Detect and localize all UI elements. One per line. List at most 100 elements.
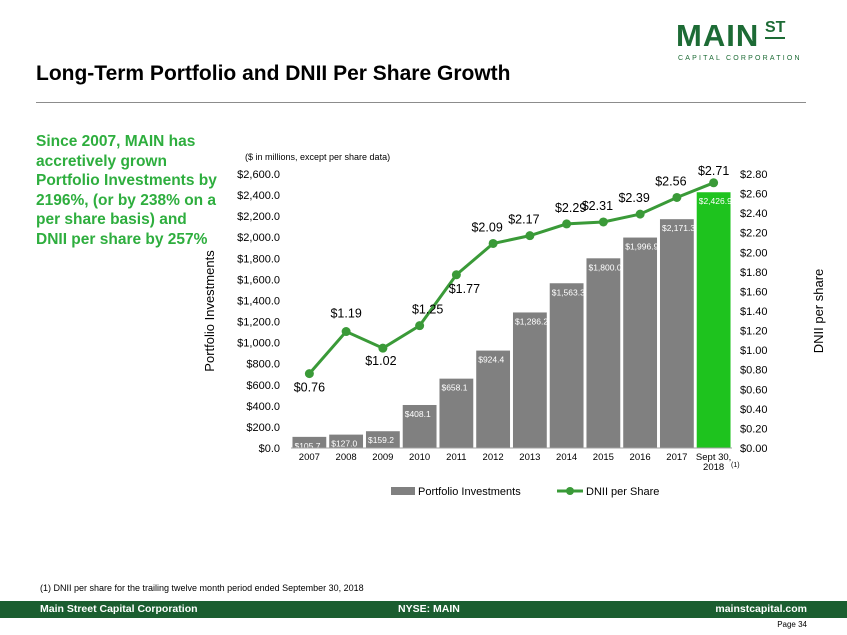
right-axis-tick: $1.00 bbox=[740, 345, 768, 357]
x-axis-tick: 2007 bbox=[299, 452, 320, 463]
right-axis-tick: $2.20 bbox=[740, 228, 768, 240]
footnote: (1) DNII per share for the trailing twel… bbox=[40, 583, 364, 593]
right-axis-tick: $1.20 bbox=[740, 326, 768, 338]
chart-subtitle: ($ in millions, except per share data) bbox=[245, 152, 390, 162]
legend-swatch-bars bbox=[391, 487, 415, 495]
bar-portfolio-investments bbox=[476, 350, 511, 448]
legend-label-bars: Portfolio Investments bbox=[418, 486, 521, 498]
bar-portfolio-investments bbox=[329, 434, 364, 448]
title-divider bbox=[36, 102, 806, 103]
line-value-label: $2.09 bbox=[471, 220, 502, 234]
bar-value-label: $1,286.2 bbox=[515, 316, 548, 326]
page-number: Page 34 bbox=[777, 620, 807, 629]
right-axis-tick: $0.40 bbox=[740, 404, 768, 416]
line-point-dnii bbox=[378, 343, 388, 353]
line-point-dnii bbox=[304, 369, 314, 379]
line-value-label: $2.56 bbox=[655, 174, 686, 188]
logo-subtitle: CAPITAL CORPORATION bbox=[678, 55, 802, 62]
line-value-label: $1.77 bbox=[449, 282, 480, 296]
bar-portfolio-investments bbox=[292, 436, 327, 448]
logo-st-text: ST bbox=[765, 20, 786, 39]
left-axis-tick: $2,600.0 bbox=[237, 169, 280, 181]
bar-portfolio-investments bbox=[659, 219, 694, 448]
legend-marker-line bbox=[566, 487, 574, 495]
bar-portfolio-investments bbox=[402, 404, 437, 448]
left-axis-tick: $2,200.0 bbox=[237, 211, 280, 223]
line-value-label: $2.31 bbox=[582, 199, 613, 213]
highlight-text: Since 2007, MAIN has accretively grown P… bbox=[36, 133, 217, 248]
line-point-dnii bbox=[709, 178, 719, 188]
bar-portfolio-investments bbox=[623, 237, 658, 448]
x-axis-note: (1) bbox=[731, 462, 740, 469]
line-point-dnii bbox=[488, 238, 498, 248]
x-axis-tick: 2017 bbox=[666, 452, 687, 463]
line-point-dnii bbox=[451, 270, 461, 280]
x-axis-tick: 2013 bbox=[519, 452, 540, 463]
footer-ticker: NYSE: MAIN bbox=[398, 603, 460, 615]
line-point-dnii bbox=[635, 209, 645, 219]
right-axis-tick: $1.40 bbox=[740, 306, 768, 318]
line-point-dnii bbox=[415, 321, 425, 331]
bar-value-label: $159.2 bbox=[368, 435, 394, 445]
right-axis-tick: $0.20 bbox=[740, 423, 768, 435]
x-axis-tick: 2016 bbox=[630, 452, 651, 463]
right-axis-tick: $2.00 bbox=[740, 247, 768, 259]
bar-value-label: $1,800.0 bbox=[588, 262, 621, 272]
left-axis-tick: $1,200.0 bbox=[237, 317, 280, 329]
line-value-label: $1.02 bbox=[365, 354, 396, 368]
footer-company: Main Street Capital Corporation bbox=[40, 603, 198, 615]
right-axis-tick: $2.60 bbox=[740, 189, 768, 201]
left-axis-tick: $1,800.0 bbox=[237, 253, 280, 265]
right-axis-tick: $0.60 bbox=[740, 384, 768, 396]
bar-portfolio-investments bbox=[439, 378, 474, 448]
line-value-label: $1.25 bbox=[412, 303, 443, 317]
left-axis-tick: $400.0 bbox=[246, 401, 280, 413]
x-axis-tick: 2011 bbox=[446, 452, 466, 463]
x-axis-tick: Sept 30, bbox=[696, 452, 731, 463]
left-axis-tick: $0.0 bbox=[259, 443, 280, 455]
line-point-dnii bbox=[598, 217, 608, 227]
bar-value-label: $2,426.9 bbox=[699, 196, 732, 206]
bar-portfolio-investments bbox=[549, 283, 584, 448]
left-axis-tick: $1,000.0 bbox=[237, 338, 280, 350]
left-axis-tick: $600.0 bbox=[246, 380, 280, 392]
right-axis-tick: $0.00 bbox=[740, 443, 768, 455]
right-axis-tick: $1.80 bbox=[740, 267, 768, 279]
line-point-dnii bbox=[562, 219, 572, 229]
footer-website: mainstcapital.com bbox=[715, 603, 807, 615]
line-value-label: $0.76 bbox=[294, 381, 325, 395]
bar-value-label: $408.1 bbox=[405, 409, 431, 419]
logo-main-text: MAIN bbox=[676, 18, 760, 53]
line-dnii-per-share bbox=[308, 181, 715, 375]
x-axis-tick: 2010 bbox=[409, 452, 430, 463]
bar-portfolio-investments bbox=[696, 192, 731, 448]
line-value-label: $2.17 bbox=[508, 213, 539, 227]
bar-value-label: $127.0 bbox=[331, 439, 357, 449]
company-logo: MAIN ST CAPITAL CORPORATION bbox=[676, 18, 816, 68]
left-axis-tick: $1,600.0 bbox=[237, 274, 280, 286]
line-point-dnii bbox=[525, 231, 535, 241]
right-axis-tick: $2.40 bbox=[740, 208, 768, 220]
right-axis-tick: $1.60 bbox=[740, 286, 768, 298]
x-axis-tick: 2009 bbox=[372, 452, 393, 463]
left-axis-tick: $800.0 bbox=[246, 359, 280, 371]
line-point-dnii bbox=[672, 192, 682, 202]
portfolio-dnii-chart: ($ in millions, except per share data) $0… bbox=[202, 152, 826, 498]
left-axis-tick: $2,400.0 bbox=[237, 190, 280, 202]
left-axis-tick: $200.0 bbox=[246, 422, 280, 434]
bar-value-label: $105.7 bbox=[294, 441, 320, 451]
bar-portfolio-investments bbox=[512, 312, 547, 448]
bar-value-label: $1,563.3 bbox=[552, 287, 585, 297]
right-axis-tick: $2.80 bbox=[740, 169, 768, 181]
x-axis-tick: 2014 bbox=[556, 452, 577, 463]
bar-portfolio-investments bbox=[365, 431, 400, 448]
right-axis-tick: $0.80 bbox=[740, 365, 768, 377]
x-axis-tick: 2012 bbox=[483, 452, 504, 463]
line-value-label: $1.19 bbox=[330, 307, 361, 321]
left-axis-tick: $2,000.0 bbox=[237, 232, 280, 244]
bar-value-label: $924.4 bbox=[478, 355, 504, 365]
line-value-label: $2.29 bbox=[555, 201, 586, 215]
bar-value-label: $2,171.3 bbox=[662, 223, 695, 233]
right-axis-title: DNII per share bbox=[811, 269, 826, 354]
bar-value-label: $1,996.9 bbox=[625, 242, 658, 252]
